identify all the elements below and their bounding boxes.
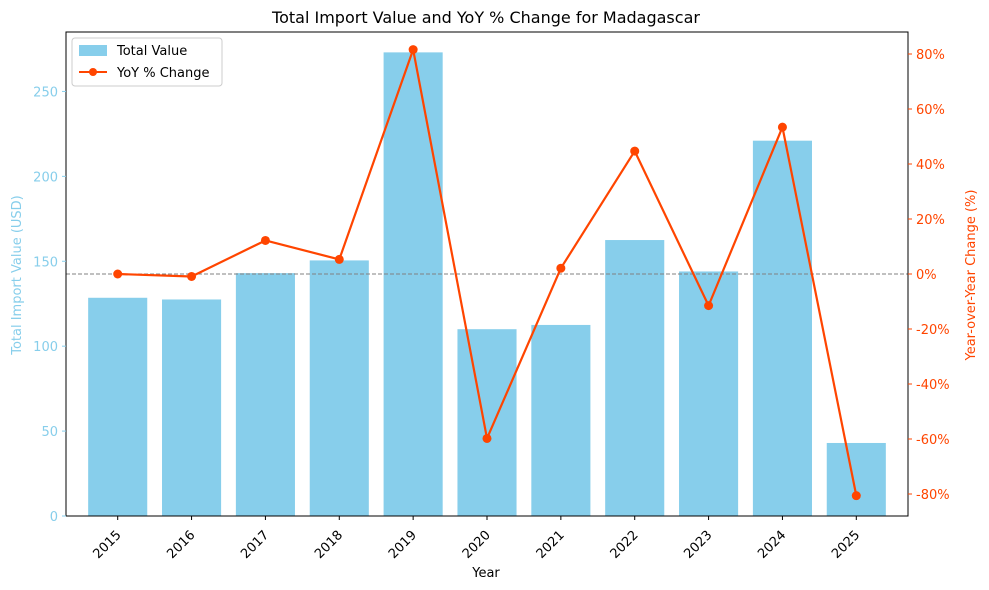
yoy-point-2021 [556, 263, 566, 273]
bar-2022 [605, 240, 665, 516]
right-y-axis-label: Year-over-Year Change (%) [964, 190, 979, 362]
right-y-tick-label-80: 80% [916, 48, 945, 63]
yoy-point-2024 [777, 122, 787, 132]
x-tick-label-2019: 2019 [386, 528, 420, 562]
left-y-tick-label-0: 0 [50, 510, 58, 525]
yoy-point-2019 [408, 45, 418, 55]
x-tick-label-2016: 2016 [164, 528, 198, 562]
right-y-axis: -80% -60% -40% -20% 0% 20% 40% 60% 80% [908, 48, 950, 503]
left-y-axis: 0 50 100 150 200 250 [33, 85, 66, 525]
yoy-point-2023 [704, 301, 714, 311]
right-y-tick-label--80: -80% [916, 488, 950, 503]
yoy-point-2018 [334, 254, 344, 264]
yoy-point-2025 [851, 491, 861, 501]
right-y-tick-label-60: 60% [916, 103, 945, 118]
left-y-tick-label-250: 250 [33, 85, 58, 100]
bar-2015 [88, 297, 148, 516]
right-y-tick-label-0: 0% [916, 268, 937, 283]
bar-2019 [383, 52, 443, 517]
bar-2021 [531, 324, 591, 516]
x-tick-label-2020: 2020 [460, 528, 494, 562]
bar-2023 [679, 271, 739, 516]
yoy-point-2017 [260, 235, 270, 245]
legend-bar-swatch [79, 45, 107, 56]
legend-line-label: YoY % Change [116, 66, 210, 81]
x-tick-label-2024: 2024 [755, 528, 789, 562]
bar-2024 [752, 140, 812, 516]
left-y-axis-label: Total Import Value (USD) [10, 195, 25, 356]
x-axis-label: Year [471, 566, 500, 581]
yoy-line-series [113, 45, 861, 501]
legend-line-marker [89, 68, 97, 76]
left-y-tick-label-100: 100 [33, 340, 58, 355]
yoy-point-2015 [113, 269, 123, 279]
left-y-tick-label-150: 150 [33, 255, 58, 270]
bar-2017 [235, 273, 295, 516]
right-y-tick-label-20: 20% [916, 213, 945, 228]
x-tick-label-2017: 2017 [238, 528, 272, 562]
yoy-point-2020 [482, 433, 492, 443]
legend: Total Value YoY % Change [71, 37, 223, 87]
x-tick-label-2025: 2025 [829, 528, 863, 562]
x-tick-label-2023: 2023 [681, 528, 715, 562]
yoy-point-2016 [187, 271, 197, 281]
bar-2018 [309, 260, 369, 516]
chart-title: Total Import Value and YoY % Change for … [271, 8, 700, 27]
x-tick-label-2015: 2015 [91, 528, 125, 562]
bar-2025 [826, 442, 886, 516]
left-y-tick-label-50: 50 [41, 425, 58, 440]
yoy-point-2022 [630, 146, 640, 156]
bar-2020 [457, 329, 517, 516]
x-tick-label-2018: 2018 [312, 528, 346, 562]
right-y-tick-label--40: -40% [916, 378, 950, 393]
bar-series [88, 52, 886, 517]
legend-box [71, 37, 223, 87]
right-y-tick-label-40: 40% [916, 158, 945, 173]
right-y-tick-label--60: -60% [916, 433, 950, 448]
x-axis: 2015 2016 2017 2018 2019 2020 2021 2022 2023 2024… [91, 516, 863, 562]
legend-bar-label: Total Value [116, 44, 187, 59]
left-y-tick-label-200: 200 [33, 170, 58, 185]
x-tick-label-2022: 2022 [608, 528, 642, 562]
x-tick-label-2021: 2021 [534, 528, 568, 562]
bar-2016 [162, 299, 222, 516]
right-y-tick-label--20: -20% [916, 323, 950, 338]
